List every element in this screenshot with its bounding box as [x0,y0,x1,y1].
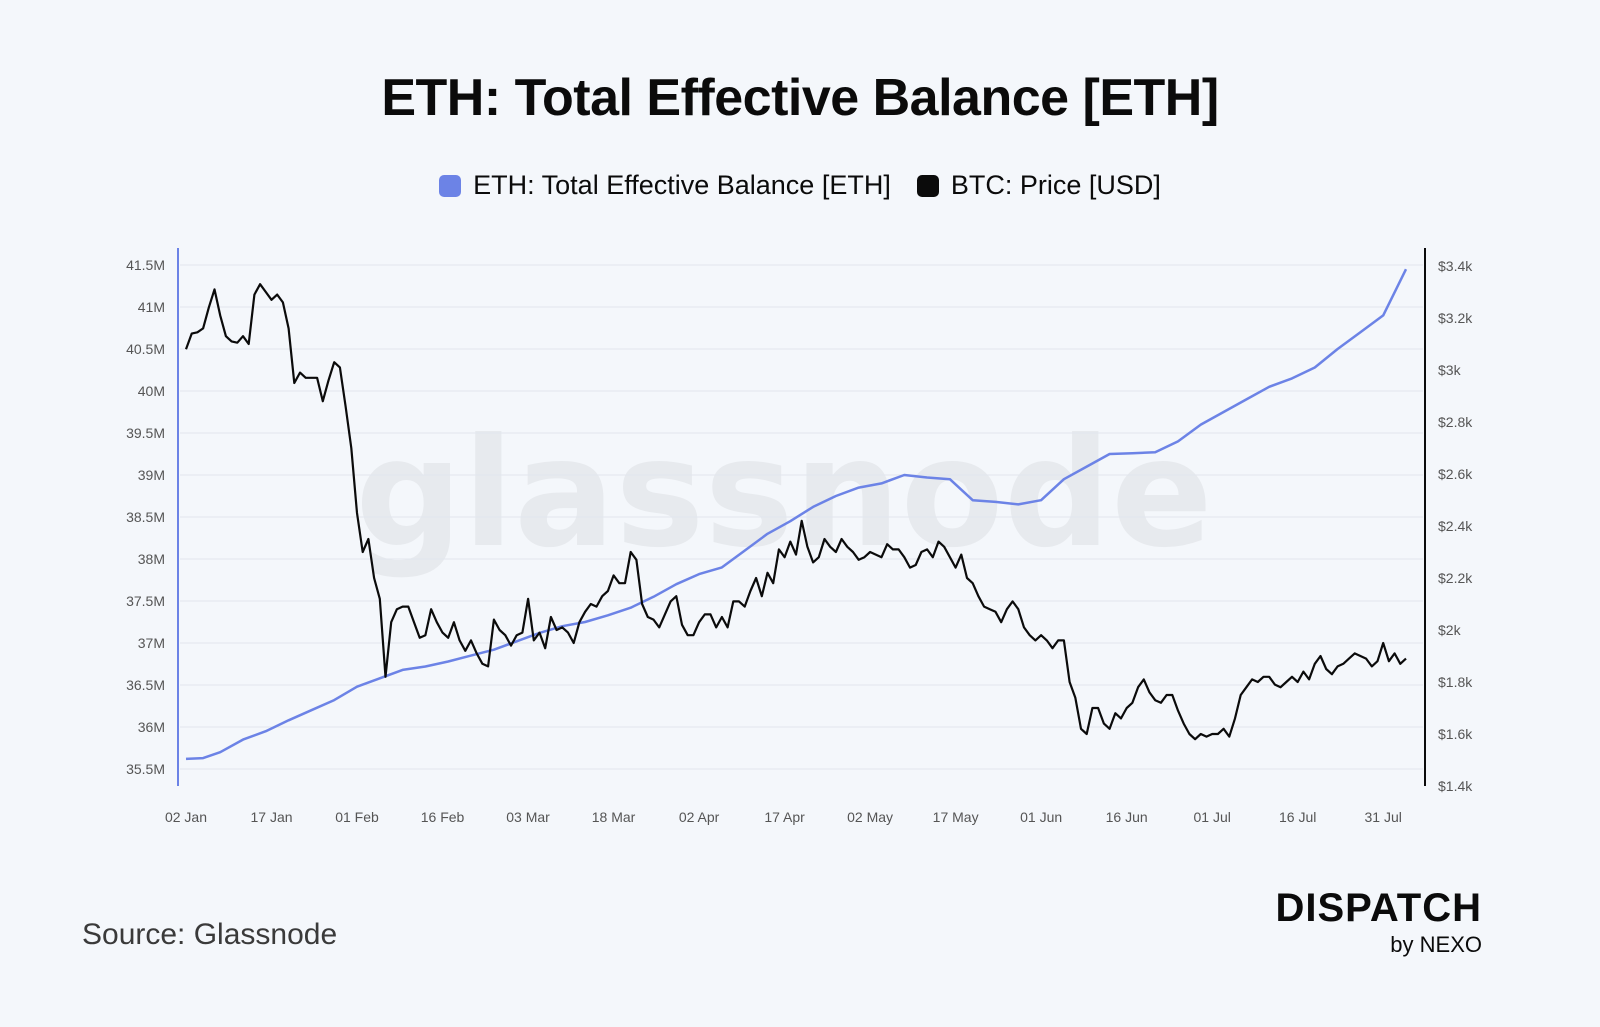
x-axis-ticks: 02 Jan 17 Jan 01 Feb 16 Feb 03 Mar 18 Mar 02 A… [165,809,1402,825]
right-tick-label: $3.2k [1438,310,1473,326]
left-tick-label: 36M [138,719,165,735]
right-tick-label: $2.2k [1438,570,1473,586]
x-tick-label: 01 Jul [1193,809,1230,825]
source-note: Source: Glassnode [82,918,338,951]
x-tick-label: 18 Mar [592,809,636,825]
x-tick-label: 01 Feb [335,809,379,825]
x-tick-label: 17 May [933,809,979,825]
x-tick-label: 16 Jul [1279,809,1316,825]
legend-label-btc: BTC: Price [USD] [950,170,1161,200]
left-tick-label: 41M [138,299,165,315]
right-tick-label: $2.8k [1438,414,1473,430]
legend-swatch-btc [916,174,939,197]
right-tick-label: $2.4k [1438,518,1473,534]
left-tick-label: 37M [138,635,165,651]
btc-price-line [184,283,1407,741]
x-tick-label: 17 Jan [250,809,292,825]
series-group [184,268,1408,761]
right-tick-label: $2k [1438,622,1462,638]
legend-label-eth: ETH: Total Effective Balance [ETH] [473,170,891,200]
left-tick-label: 37.5M [126,593,165,609]
legend-item-btc[interactable]: BTC: Price [USD] [916,170,1161,201]
legend-swatch-eth [439,174,462,197]
left-tick-label: 38.5M [126,509,165,525]
left-tick-label: 40.5M [126,341,165,357]
right-tick-label: $3.4k [1438,258,1473,274]
x-tick-label: 16 Feb [421,809,465,825]
eth-balance-line [185,268,1408,761]
left-tick-label: 35.5M [126,761,165,777]
legend-item-eth[interactable]: ETH: Total Effective Balance [ETH] [439,170,891,201]
brand-name: DISPATCH [1275,886,1482,930]
right-tick-label: $3k [1438,362,1462,378]
left-tick-label: 38M [138,551,165,567]
right-tick-label: $1.4k [1438,778,1473,794]
left-tick-label: 36.5M [126,677,165,693]
grid [180,264,1423,770]
left-tick-label: 39M [138,467,165,483]
watermark: glassnode [355,407,1213,581]
right-tick-label: $1.8k [1438,674,1473,690]
left-tick-label: 41.5M [126,257,165,273]
left-axis-ticks: 41.5M 41M 40.5M 40M 39.5M 39M 38.5M 38M 37.5M 37M… [126,257,165,777]
right-tick-label: $1.6k [1438,726,1473,742]
x-tick-label: 02 Jan [165,809,207,825]
x-tick-label: 02 May [847,809,893,825]
legend: ETH: Total Effective Balance [ETH] BTC: … [0,170,1600,201]
chart-title: ETH: Total Effective Balance [ETH] [381,69,1219,127]
left-tick-label: 40M [138,383,165,399]
x-tick-label: 31 Jul [1365,809,1402,825]
x-tick-label: 17 Apr [764,809,805,825]
brand-logo: DISPATCH by NEXO [1275,888,1482,958]
right-axis-ticks: $3.4k $3.2k $3k $2.8k $2.6k $2.4k $2.2k $2k $1.8… [1438,258,1473,794]
x-tick-label: 02 Apr [679,809,720,825]
x-tick-label: 01 Jun [1020,809,1062,825]
x-tick-label: 16 Jun [1106,809,1148,825]
brand-sub: by NEXO [1390,932,1482,957]
right-tick-label: $2.6k [1438,466,1473,482]
left-tick-label: 39.5M [126,425,165,441]
x-tick-label: 03 Mar [506,809,550,825]
